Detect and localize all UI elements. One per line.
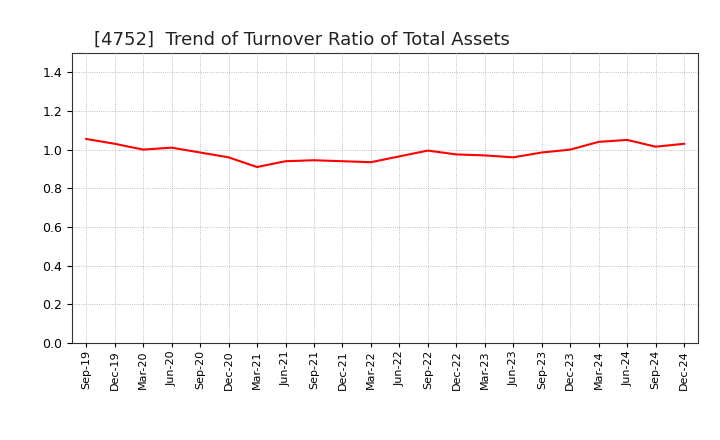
Text: [4752]  Trend of Turnover Ratio of Total Assets: [4752] Trend of Turnover Ratio of Total … bbox=[94, 31, 510, 49]
